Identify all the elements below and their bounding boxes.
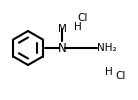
Text: Cl: Cl (115, 71, 125, 81)
Text: Cl: Cl (78, 13, 88, 23)
Text: M: M (58, 24, 66, 34)
Text: N: N (58, 42, 66, 55)
Text: NH₂: NH₂ (97, 43, 117, 53)
Text: H: H (74, 22, 82, 32)
Text: H: H (105, 67, 113, 77)
